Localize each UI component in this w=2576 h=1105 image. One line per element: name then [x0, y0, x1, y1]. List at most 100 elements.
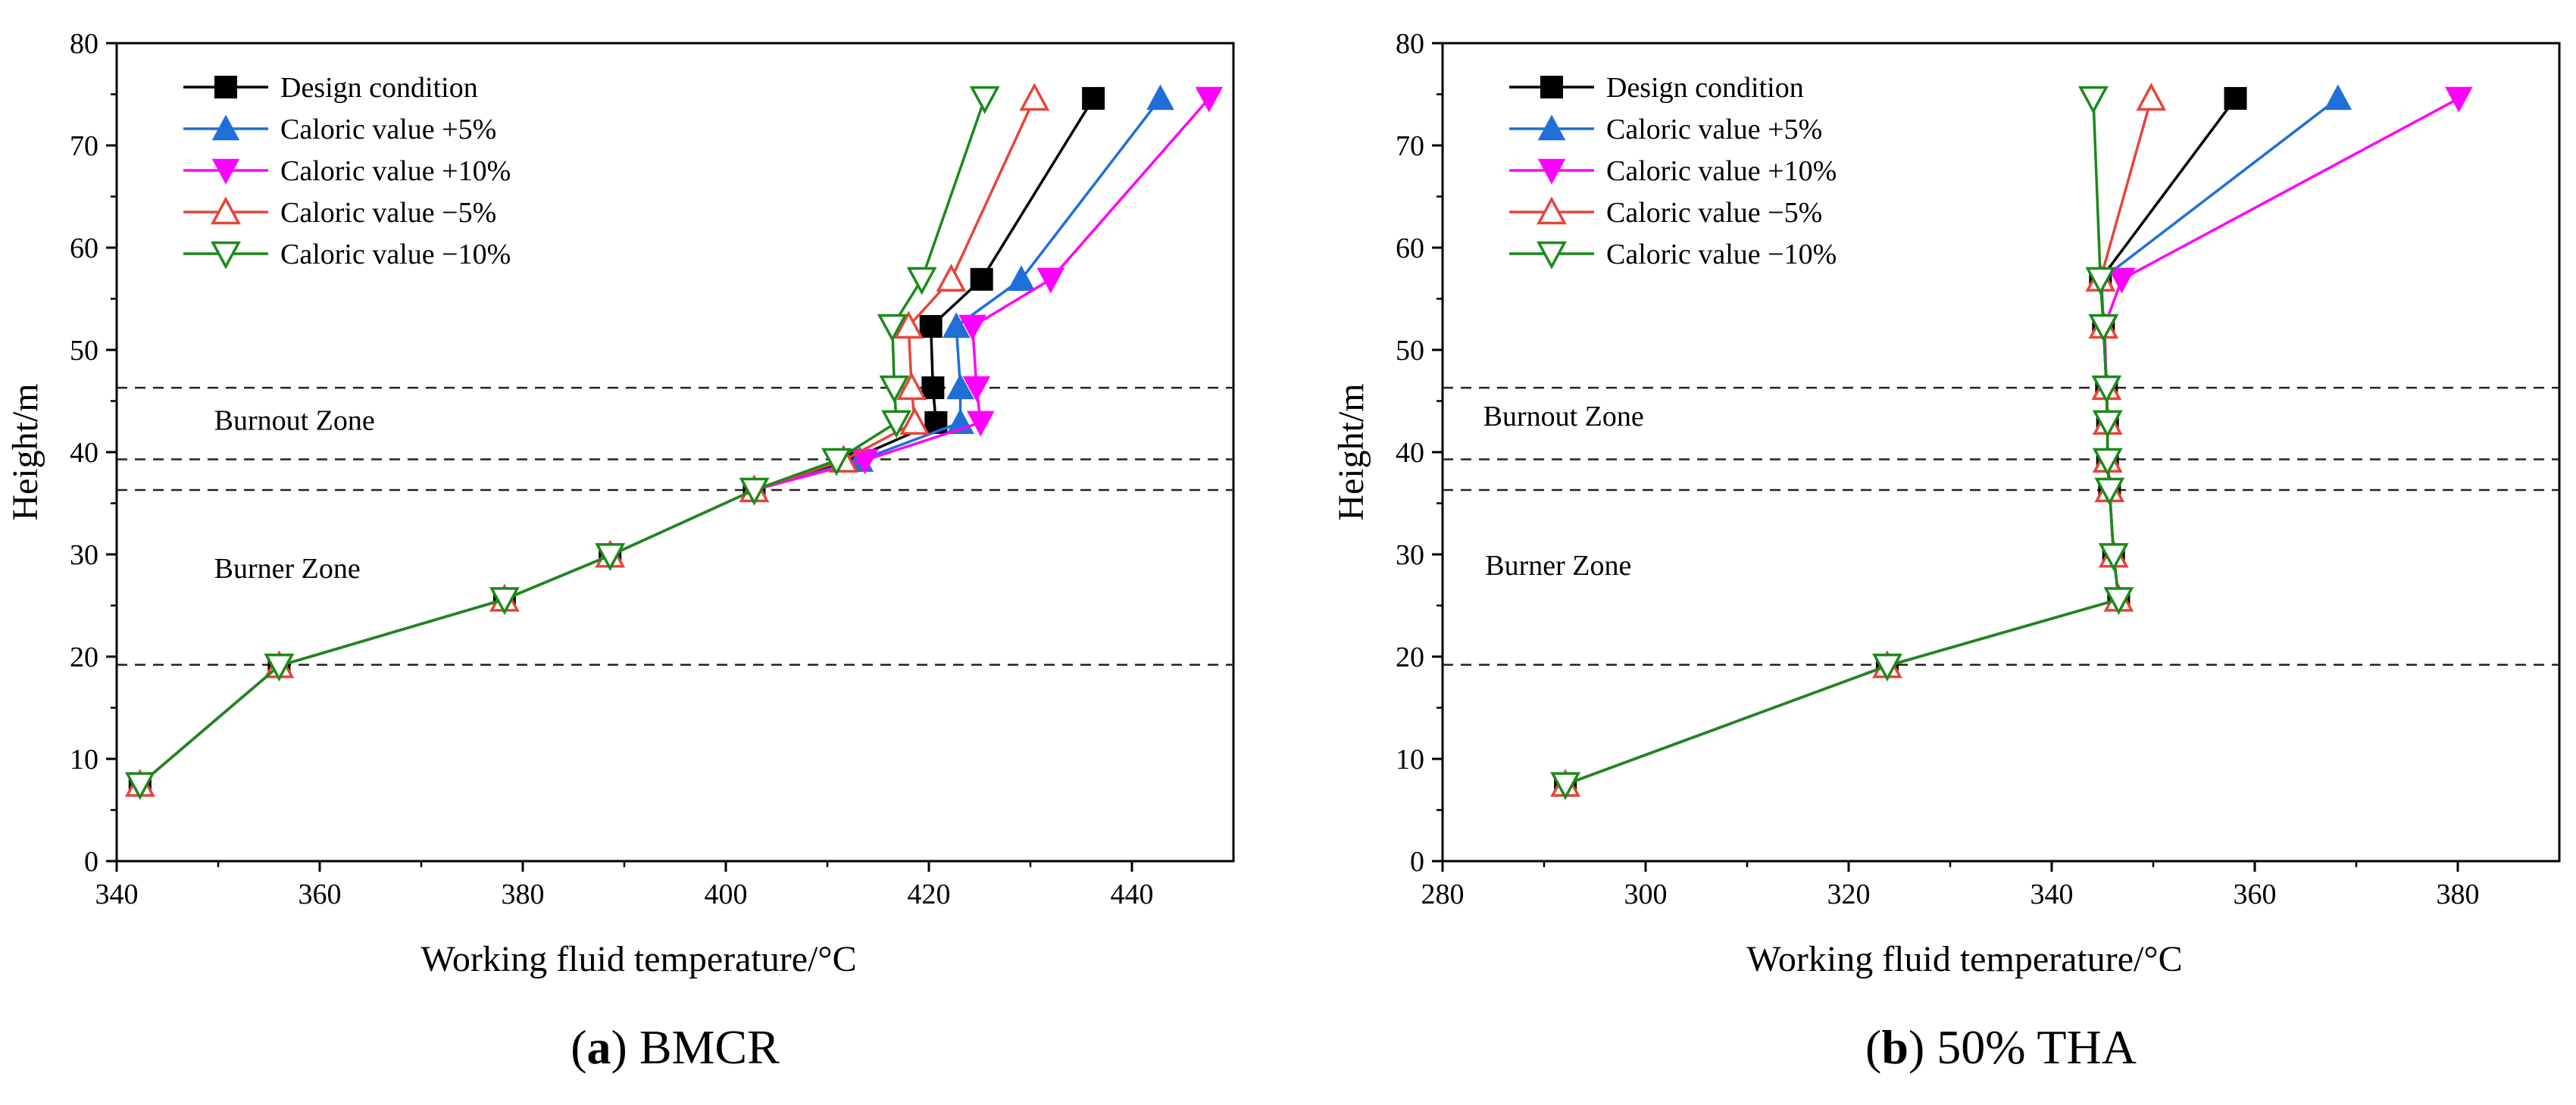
y-tick-label: 80: [70, 28, 98, 60]
data-point: [970, 267, 993, 291]
data-point: [2324, 84, 2352, 111]
x-tick-label: 360: [299, 879, 342, 910]
data-point: [962, 376, 991, 402]
legend-label: Caloric value −10%: [280, 239, 511, 270]
data-point: [1036, 267, 1065, 294]
data-point: [489, 587, 520, 616]
x-tick-label: 340: [2030, 879, 2074, 910]
x-tick-label: 340: [95, 879, 139, 910]
caption-text: 50% THA: [1937, 1020, 2137, 1074]
data-point: [958, 314, 986, 341]
legend-label: Caloric value −5%: [1606, 197, 1822, 229]
data-point: [921, 376, 945, 399]
data-point: [1871, 653, 1902, 682]
data-point: [1007, 265, 1036, 292]
y-tick-label: 10: [70, 744, 98, 776]
data-point: [936, 264, 967, 292]
legend-swatch-marker: [1537, 196, 1567, 225]
legend-swatch-marker: [214, 76, 237, 98]
legend-label: Caloric value +5%: [280, 114, 496, 145]
series-1: [126, 84, 1174, 796]
data-point: [946, 373, 974, 400]
x-axis-title: Working fluid temperature/°C: [1746, 939, 2182, 979]
x-tick-label: 320: [1827, 879, 1871, 910]
data-point: [2445, 86, 2473, 113]
y-tick-label: 60: [70, 233, 98, 264]
data-point: [919, 314, 943, 338]
x-tick-label: 420: [908, 879, 951, 910]
series-2: [126, 86, 1224, 799]
data-point: [1195, 86, 1224, 113]
data-point: [893, 311, 924, 339]
series-3: [1550, 83, 2167, 797]
caption-paren-open: (: [1865, 1020, 1881, 1074]
y-tick-label: 50: [1396, 335, 1424, 367]
data-point: [2078, 86, 2109, 114]
data-point: [1550, 772, 1581, 801]
zone-label: Burner Zone: [214, 553, 361, 585]
data-point: [2094, 477, 2125, 506]
data-point: [881, 410, 912, 439]
data-point: [2092, 448, 2123, 476]
panel-caption: (a) BMCR: [571, 1020, 780, 1074]
data-point: [896, 372, 927, 401]
y-tick-label: 20: [70, 641, 98, 673]
data-point: [879, 375, 910, 404]
panel-b-50-tha: 280 300 320 340 360 380 0 10 20 30 40 50 60 70 80 Worki…: [1331, 28, 2561, 1074]
x-tick-label: 400: [705, 879, 748, 910]
y-tick-label: 60: [1396, 233, 1424, 264]
legend: Design condition Caloric value +5% Caloric…: [1509, 72, 1837, 270]
data-point: [906, 267, 937, 295]
legend-swatch-marker: [1537, 158, 1566, 185]
legend-label: Caloric value −10%: [1606, 239, 1837, 270]
y-tick-label: 80: [1396, 28, 1424, 60]
legend: Design condition Caloric value +5% Caloric…: [183, 72, 511, 270]
data-point: [1019, 83, 1050, 111]
legend-label: Caloric value +10%: [280, 155, 511, 187]
zone-label: Burnout Zone: [214, 404, 375, 436]
data-point: [2088, 314, 2119, 342]
data-point: [2091, 375, 2122, 404]
data-point: [2103, 587, 2134, 616]
y-tick-label: 10: [1396, 744, 1424, 776]
data-point: [124, 772, 155, 801]
data-point: [2098, 543, 2129, 572]
data-point: [1146, 84, 1174, 111]
y-axis-title: Height/m: [1331, 383, 1371, 520]
series-line: [139, 98, 986, 786]
legend-swatch-marker: [1537, 114, 1566, 141]
y-tick-label: 20: [1396, 641, 1424, 673]
zone-label: Burner Zone: [1485, 550, 1631, 582]
data-point: [877, 314, 908, 342]
y-axis-title: Height/m: [5, 383, 45, 520]
x-tick-label: 360: [2234, 879, 2277, 910]
data-point: [969, 86, 1000, 114]
caption-text: BMCR: [639, 1020, 780, 1074]
series-0: [128, 86, 1105, 796]
y-tick-label: 0: [1410, 846, 1424, 878]
data-point: [739, 477, 770, 506]
caption-paren-close: ): [1909, 1020, 1937, 1074]
legend-swatch-marker: [211, 196, 241, 225]
y-tick-label: 40: [70, 437, 98, 469]
legend-swatch-marker: [211, 158, 240, 185]
x-tick-label: 300: [1624, 879, 1668, 910]
legend-label: Caloric value +5%: [1606, 114, 1822, 145]
series-0: [1554, 86, 2247, 796]
legend-label: Caloric value −5%: [280, 197, 496, 229]
data-point: [967, 410, 995, 437]
legend-label: Design condition: [280, 72, 478, 104]
data-point: [595, 543, 626, 572]
x-tick-label: 440: [1111, 879, 1154, 910]
legend-swatch-marker: [1537, 241, 1567, 270]
y-tick-label: 30: [70, 539, 98, 571]
panel-caption: (b) 50% THA: [1865, 1020, 2137, 1074]
x-tick-label: 380: [502, 879, 545, 910]
caption-paren-close: ): [611, 1020, 639, 1074]
panel-a-bmcr: 340 360 380 400 420 440 0 10 20 30 40 50 60 70 80 Worki…: [5, 28, 1235, 1074]
data-point: [2136, 83, 2167, 111]
legend-label: Design condition: [1606, 72, 1804, 104]
data-point: [2224, 86, 2247, 110]
data-point: [264, 653, 295, 682]
legend-swatch-marker: [1540, 76, 1563, 98]
